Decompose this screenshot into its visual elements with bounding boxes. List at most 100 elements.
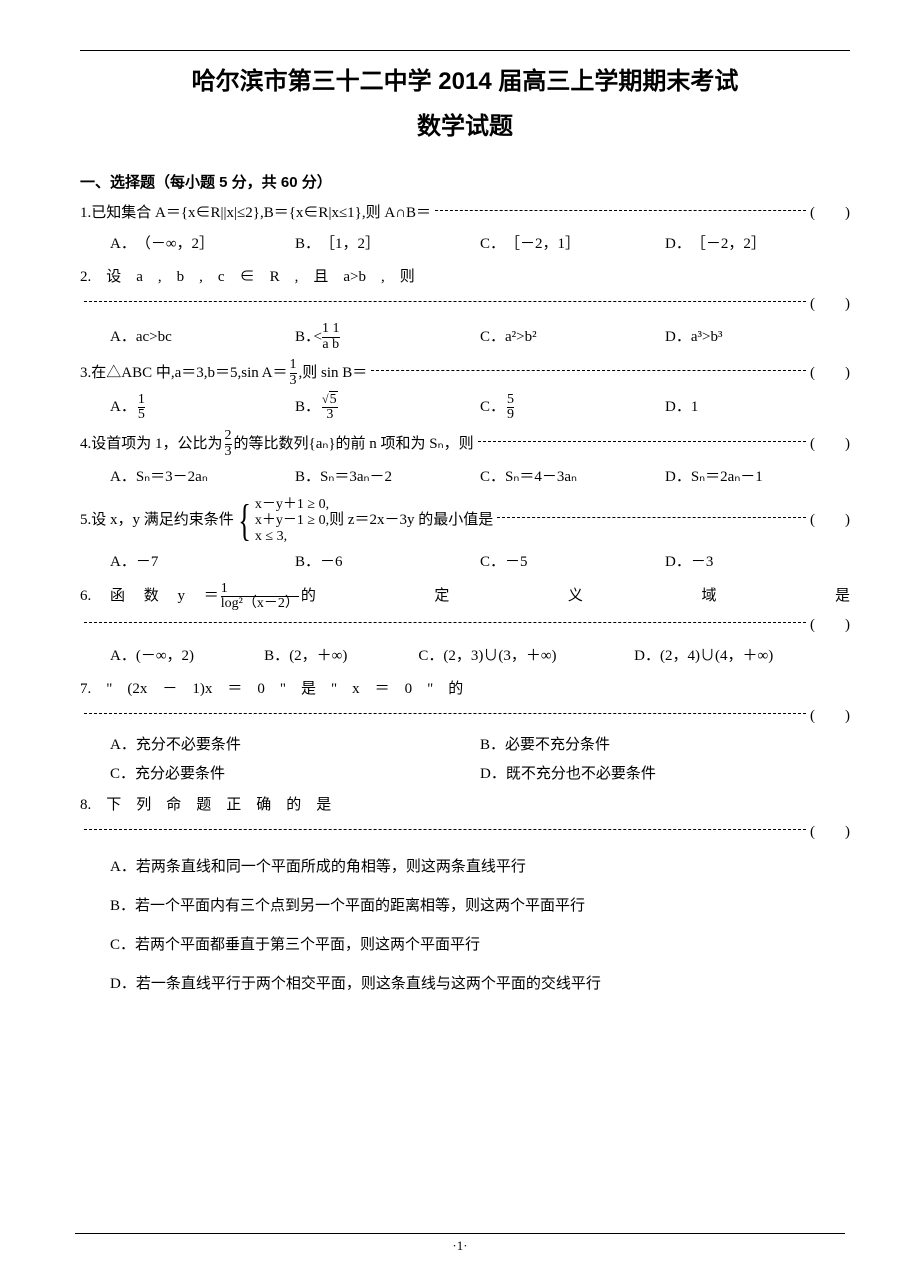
- opt-label: A．: [110, 324, 136, 351]
- opt-label: D．: [634, 643, 660, 670]
- opt-d: 1: [691, 394, 699, 421]
- q4-options: A．Sₙ＝3－2aₙ B．Sₙ＝3aₙ－2 C．Sₙ＝4－3aₙ D．Sₙ＝2a…: [110, 464, 850, 491]
- q8-opt-b: B．若一个平面内有三个点到另一个平面的距离相等，则这两个平面平行: [110, 893, 850, 920]
- opt-b: 必要不充分条件: [505, 737, 610, 753]
- frac-icon: 59: [507, 393, 514, 423]
- q7-opts-row1: A．充分不必要条件 B．必要不充分条件: [110, 732, 850, 759]
- dash-fill: [84, 829, 806, 830]
- opt-label: C．: [480, 464, 505, 491]
- opt-label: A．: [110, 464, 136, 491]
- opt-d: (2，4)∪(4，＋∞): [660, 643, 773, 670]
- opt-label: B．: [295, 549, 320, 576]
- q3-stem-pre: 3.在△ABC 中,a＝3,b＝5,sin A＝: [80, 360, 288, 387]
- q7-stem: 7. " (2x － 1)x ＝ 0 " 是 " x ＝ 0 " 的: [80, 676, 850, 703]
- opt-a: Sₙ＝3－2aₙ: [136, 464, 208, 491]
- q8-opt-d: D．若一条直线平行于两个相交平面，则这条直线与这两个平面的交线平行: [110, 971, 850, 998]
- opt-b: (2，＋∞): [289, 643, 347, 670]
- question-2: 2. 设 a , b , c ∈ R , 且 a>b , 则 ( ) A．ac>…: [80, 264, 850, 352]
- opt-label: D．: [665, 464, 691, 491]
- frac-icon: 23: [225, 429, 232, 459]
- answer-paren: ( ): [810, 291, 850, 318]
- opt-a: (－∞，2): [136, 643, 194, 670]
- answer-paren: ( ): [810, 703, 850, 730]
- opt-a: －7: [136, 549, 159, 576]
- section-heading: 一、选择题（每小题 5 分，共 60 分）: [80, 171, 850, 192]
- frac-icon: √53: [322, 393, 338, 423]
- q2-options: A．ac>bc B． 1 1 a b < C．a²>b² D．a³>b³: [110, 322, 850, 352]
- frac-icon: 1 1 a b: [322, 322, 340, 352]
- opt-c: 充分必要条件: [135, 766, 225, 782]
- opt-c: a²>b²: [505, 324, 537, 351]
- question-1: 1. 已知集合 A＝{x∈R||x|≤2},B＝{x∈R|x≤1},则 A∩B＝…: [80, 200, 850, 258]
- page-footer: ·1·: [0, 1233, 920, 1254]
- answer-paren: ( ): [810, 431, 850, 458]
- answer-paren: ( ): [810, 360, 850, 387]
- opt-label: B．: [480, 737, 505, 753]
- q5-post: 则 z＝2x－3y 的最小值是: [329, 507, 493, 534]
- opt-label: C．: [418, 643, 443, 670]
- system-brace: { x－y＋1 ≥ 0, x＋y－1 ≥ 0, x ≤ 3,: [234, 497, 329, 545]
- frac-icon: 13: [290, 358, 297, 388]
- opt-d: ［－2，2］: [691, 231, 766, 258]
- opt-d: a³>b³: [691, 324, 723, 351]
- opt-c: －5: [505, 549, 528, 576]
- opt-label: B．: [295, 464, 320, 491]
- dash-fill: [84, 622, 806, 623]
- dash-fill: [84, 713, 806, 714]
- question-5: 5.设 x，y 满足约束条件 { x－y＋1 ≥ 0, x＋y－1 ≥ 0, x…: [80, 497, 850, 576]
- opt-d: Sₙ＝2aₙ－1: [691, 464, 763, 491]
- title-line1: 哈尔滨市第三十二中学 2014 届高三上学期期末考试: [80, 61, 850, 96]
- question-6: 6. 函 数 y ＝ 1log²（x－2） 的 定 义 域 是 ( ) A．(－…: [80, 582, 850, 670]
- q6-options: A．(－∞，2) B．(2，＋∞) C．(2，3)∪(3，＋∞) D．(2，4)…: [110, 643, 850, 670]
- dash-fill: [497, 517, 806, 518]
- q5-pre: 5.设 x，y 满足约束条件: [80, 507, 234, 534]
- dash-fill: [84, 301, 806, 302]
- q2-stem: 2. 设 a , b , c ∈ R , 且 a>b , 则: [80, 264, 850, 291]
- opt-c: (2，3)∪(3，＋∞): [443, 643, 556, 670]
- q5-options: A．－7 B．－6 C．－5 D．－3: [110, 549, 850, 576]
- question-7: 7. " (2x － 1)x ＝ 0 " 是 " x ＝ 0 " 的 ( ) A…: [80, 676, 850, 788]
- opt-label: A．: [110, 549, 136, 576]
- q8-opt-a: A．若两条直线和同一个平面所成的角相等，则这两条直线平行: [110, 854, 850, 881]
- q4-pre: 4.设首项为 1，公比为: [80, 431, 223, 458]
- frac-icon: 1log²（x－2）: [221, 582, 299, 612]
- q1-stem: 已知集合 A＝{x∈R||x|≤2},B＝{x∈R|x≤1},则 A∩B＝: [91, 200, 431, 227]
- q7-opts-row2: C．充分必要条件 D．既不充分也不必要条件: [110, 761, 850, 788]
- opt-label: C．: [110, 766, 135, 782]
- dash-fill: [478, 441, 806, 442]
- frac-icon: 15: [138, 393, 145, 423]
- opt-d: 既不充分也不必要条件: [506, 766, 656, 782]
- q6-pre: 6. 函 数 y ＝: [80, 583, 219, 610]
- left-brace-icon: {: [238, 499, 251, 543]
- answer-paren: ( ): [810, 819, 850, 846]
- opt-label: C．: [480, 394, 505, 421]
- opt-label: B．: [295, 394, 320, 421]
- opt-label: C．: [480, 549, 505, 576]
- opt-a: ac>bc: [136, 324, 172, 351]
- q6-post: 的 定 义 域 是: [301, 583, 850, 610]
- opt-label: B．: [264, 643, 289, 670]
- q8-stem: 8. 下 列 命 题 正 确 的 是: [80, 792, 850, 819]
- opt-d: －3: [691, 549, 714, 576]
- answer-paren: ( ): [810, 507, 850, 534]
- system-body: x－y＋1 ≥ 0, x＋y－1 ≥ 0, x ≤ 3,: [255, 497, 329, 545]
- lt: <: [314, 324, 322, 351]
- footer-rule: [75, 1233, 845, 1234]
- opt-label: A．: [110, 394, 136, 421]
- opt-label: B．: [295, 231, 320, 258]
- exam-page: 哈尔滨市第三十二中学 2014 届高三上学期期末考试 数学试题 一、选择题（每小…: [0, 0, 920, 1274]
- answer-paren: ( ): [810, 200, 850, 227]
- q4-post: 的等比数列{aₙ}的前 n 项和为 Sₙ，则: [234, 431, 474, 458]
- opt-label: A．: [110, 737, 136, 753]
- opt-label: D．: [665, 324, 691, 351]
- q1-num: 1.: [80, 200, 91, 227]
- opt-label: A．: [110, 231, 136, 258]
- opt-c: Sₙ＝4－3aₙ: [505, 464, 577, 491]
- q3-options: A．15 B．√53 C．59 D．1: [110, 393, 850, 423]
- question-4: 4.设首项为 1，公比为 23 的等比数列{aₙ}的前 n 项和为 Sₙ，则 (…: [80, 429, 850, 490]
- opt-a: 充分不必要条件: [136, 737, 241, 753]
- q3-stem-post: ,则 sin B＝: [299, 360, 368, 387]
- top-rule: [80, 50, 850, 51]
- opt-a: （－∞，2］: [136, 231, 214, 258]
- answer-paren: ( ): [810, 612, 850, 639]
